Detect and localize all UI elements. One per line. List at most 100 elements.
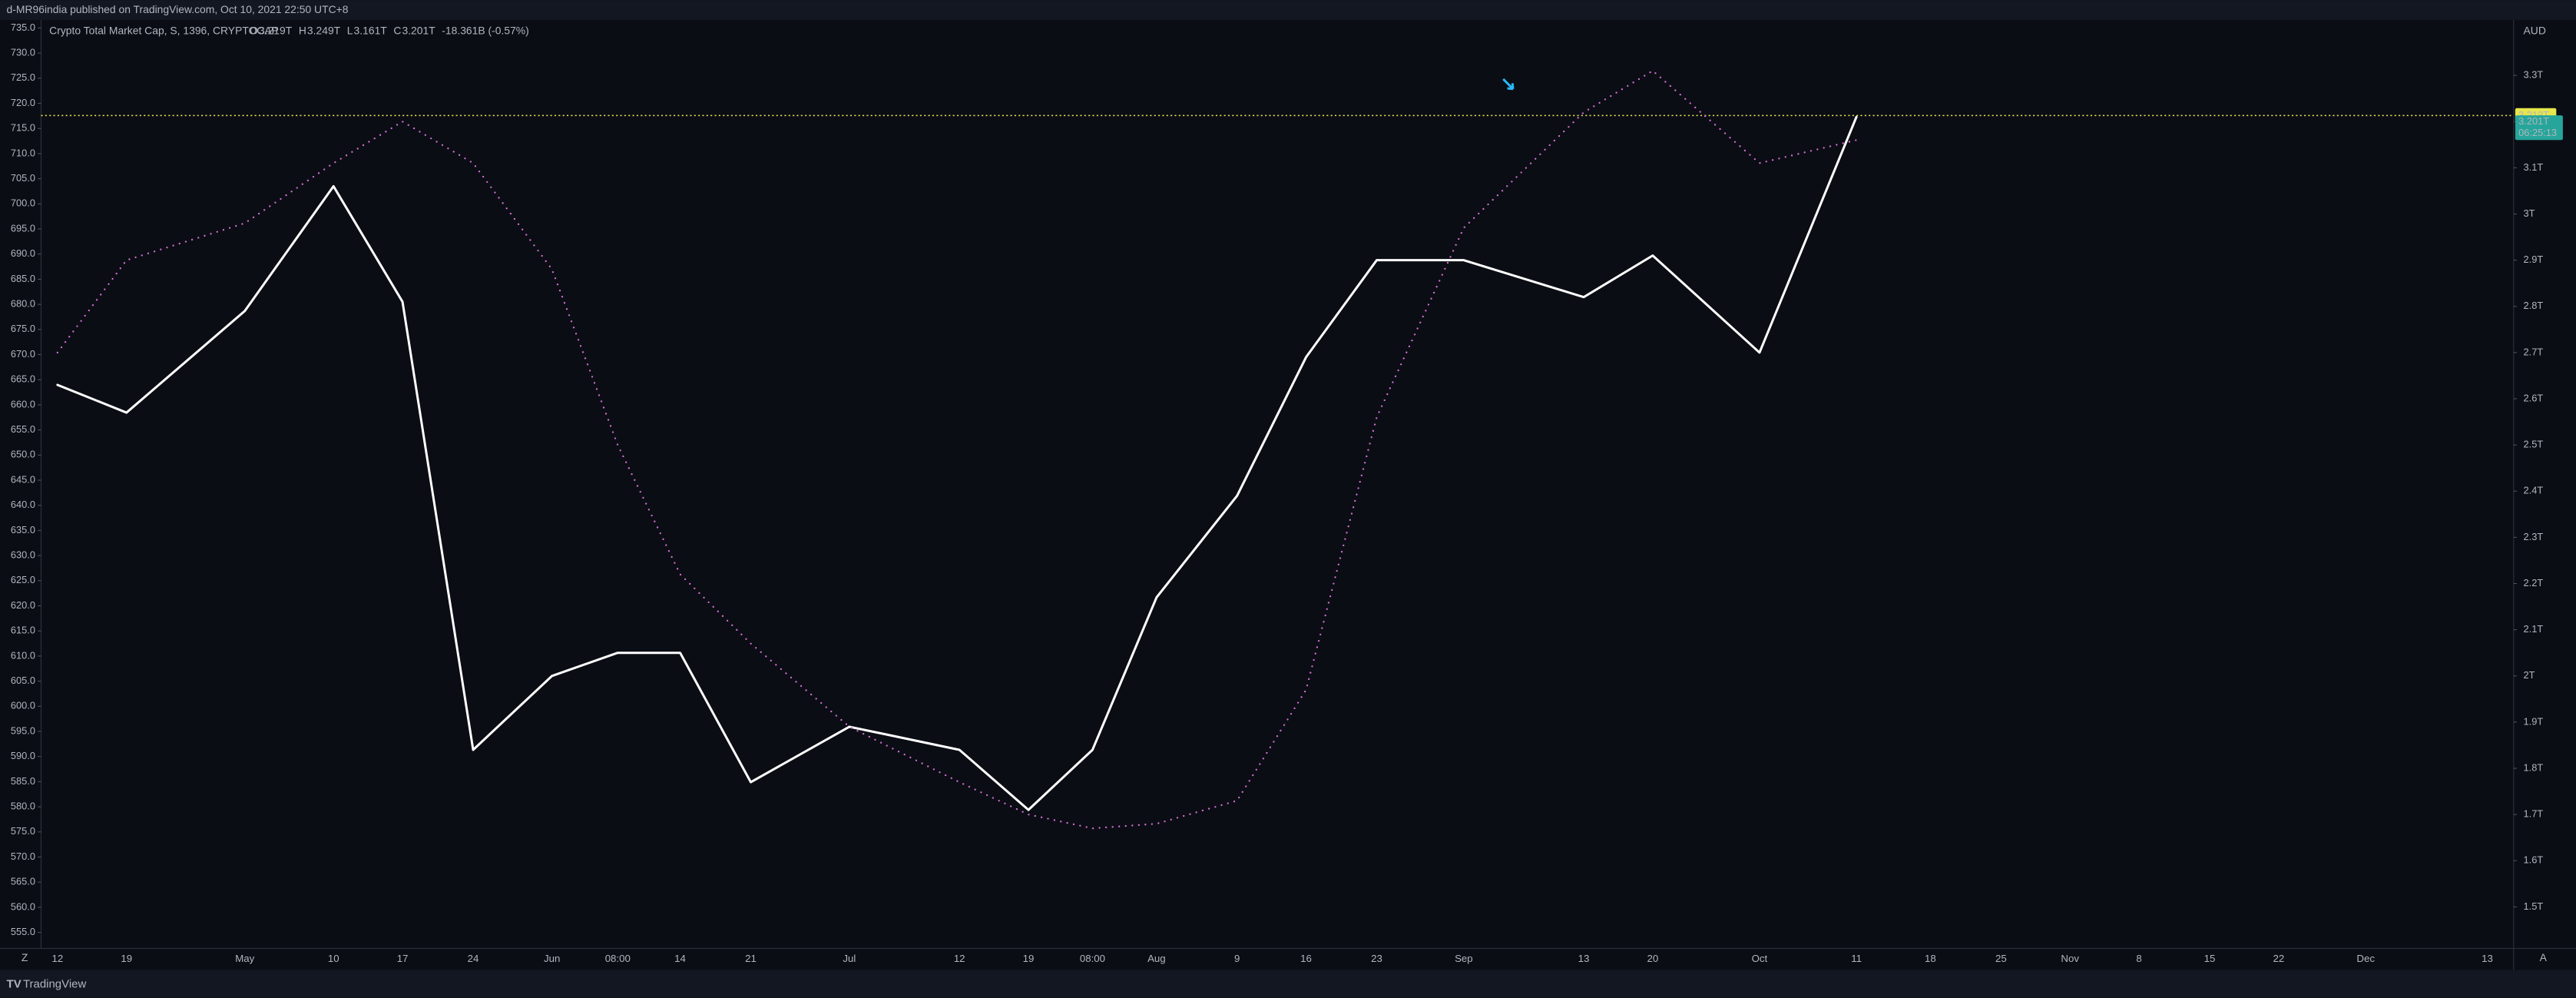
ohlc-item: 3.161T [354, 25, 388, 37]
y2-tick-label: 1.6T [2524, 854, 2544, 866]
x-tick-label: 10 [328, 953, 339, 964]
y-tick-label: 585.0 [11, 775, 35, 787]
y-tick-label: 640.0 [11, 499, 35, 510]
y2-tick-label: 3.3T [2524, 69, 2544, 81]
x-tick-label: 14 [674, 953, 686, 964]
x-tick-label: 23 [1371, 953, 1382, 964]
ohlc-item: 3.201T [402, 25, 435, 37]
y-tick-label: 725.0 [11, 71, 35, 83]
x-tick-label: Sep [1455, 953, 1473, 964]
ohlc-item: L [347, 25, 353, 37]
top-bar [0, 0, 2576, 20]
chart-title: Crypto Total Market Cap, S, 1396, CRYPTO… [49, 25, 279, 37]
y2-tick-label: 1.7T [2524, 808, 2544, 820]
y-tick-label: 700.0 [11, 197, 35, 209]
y2-tick-label: 2.3T [2524, 531, 2544, 542]
x-tick-label: 08:00 [1080, 953, 1105, 964]
published-note: d-MR96india published on TradingView.com… [7, 3, 349, 15]
ohlc-item: -18.361B (-0.57%) [442, 25, 529, 37]
ohlc-item: O [250, 25, 258, 37]
y2-tick-label: 2.6T [2524, 392, 2544, 403]
x-tick-label: 9 [1234, 953, 1240, 964]
x-tick-label: Dec [2356, 953, 2375, 964]
y-tick-label: 560.0 [11, 900, 35, 912]
x-tick-label: 21 [745, 953, 757, 964]
y-tick-label: 645.0 [11, 473, 35, 485]
y-tick-label: 565.0 [11, 876, 35, 887]
y-tick-label: 675.0 [11, 323, 35, 334]
y-tick-label: 660.0 [11, 398, 35, 409]
x-tick-label: 19 [1023, 953, 1035, 964]
y-tick-label: 570.0 [11, 850, 35, 862]
ohlc-item: C [393, 25, 401, 37]
y-tick-label: 730.0 [11, 47, 35, 58]
x-tick-label: 8 [2136, 953, 2141, 964]
y-tick-label: 705.0 [11, 172, 35, 184]
x-tick-label: May [235, 953, 254, 964]
x-tick-label: 16 [1300, 953, 1312, 964]
y-tick-label: 690.0 [11, 247, 35, 259]
ohlc-item: H [299, 25, 306, 37]
x-tick-label: Jun [544, 953, 560, 964]
y2-tick-label: 2.4T [2524, 485, 2544, 496]
y2-tick-label: 2T [2524, 669, 2535, 681]
x-tick-label: 13 [2482, 953, 2493, 964]
price-line-series [56, 115, 1858, 811]
x-tick-label: 12 [51, 953, 63, 964]
y2-tick-label: 1.8T [2524, 761, 2544, 773]
x-tick-label: Aug [1147, 953, 1166, 964]
y2-tick-label: 1.5T [2524, 900, 2544, 912]
y-tick-label: 670.0 [11, 348, 35, 360]
y-tick-label: 620.0 [11, 599, 35, 611]
y-tick-label: 735.0 [11, 22, 35, 33]
y-tick-label: 630.0 [11, 549, 35, 561]
brand: TradingView [23, 978, 87, 991]
currency-label: AUD [2524, 25, 2546, 37]
x-tick-label: 22 [2273, 953, 2284, 964]
y-tick-label: 590.0 [11, 750, 35, 761]
y-tick-label: 680.0 [11, 298, 35, 310]
x-tick-label: 18 [1925, 953, 1936, 964]
y-tick-label: 595.0 [11, 724, 35, 736]
countdown-label: 06:25:13 [2518, 127, 2557, 138]
arrow-annotation [1502, 78, 1515, 91]
x-tick-label: 19 [121, 953, 132, 964]
y-tick-label: 685.0 [11, 273, 35, 284]
y2-tick-label: 1.9T [2524, 715, 2544, 727]
x-tick-label: 08:00 [605, 953, 631, 964]
axis-icon: Z [22, 951, 28, 963]
y-tick-label: 610.0 [11, 649, 35, 661]
y-tick-label: 710.0 [11, 147, 35, 158]
y-tick-label: 555.0 [11, 926, 35, 937]
y2-tick-label: 3.1T [2524, 161, 2544, 173]
y2-tick-label: 2.5T [2524, 439, 2544, 450]
y2-tick-label: 2.7T [2524, 346, 2544, 357]
x-tick-label: 11 [1851, 953, 1862, 964]
y-tick-label: 655.0 [11, 423, 35, 435]
x-tick-label: 15 [2204, 953, 2216, 964]
y-tick-label: 600.0 [11, 700, 35, 711]
x-tick-label: 25 [1995, 953, 2007, 964]
brand-logo: TV [7, 978, 22, 991]
x-tick-label: Nov [2061, 953, 2079, 964]
moving-average-line [56, 69, 1858, 830]
x-tick-label: 12 [954, 953, 965, 964]
y-tick-label: 605.0 [11, 675, 35, 686]
y-tick-label: 615.0 [11, 625, 35, 636]
y-tick-label: 575.0 [11, 825, 35, 837]
axis-icon: A [2540, 951, 2548, 963]
y2-tick-label: 2.8T [2524, 300, 2544, 311]
y-tick-label: 720.0 [11, 97, 35, 108]
last-price-badge [2515, 115, 2563, 141]
ohlc-item: 3.219T [259, 25, 293, 37]
y2-tick-label: 2.1T [2524, 623, 2544, 635]
x-tick-label: 17 [397, 953, 409, 964]
x-tick-label: 20 [1647, 953, 1658, 964]
ohlc-legend: O 3.219T H 3.249T L 3.161T C 3.201T -18.361B (-0… [250, 25, 529, 37]
y-tick-label: 650.0 [11, 449, 35, 460]
x-tick-label: 24 [468, 953, 479, 964]
x-tick-label: Oct [1752, 953, 1768, 964]
